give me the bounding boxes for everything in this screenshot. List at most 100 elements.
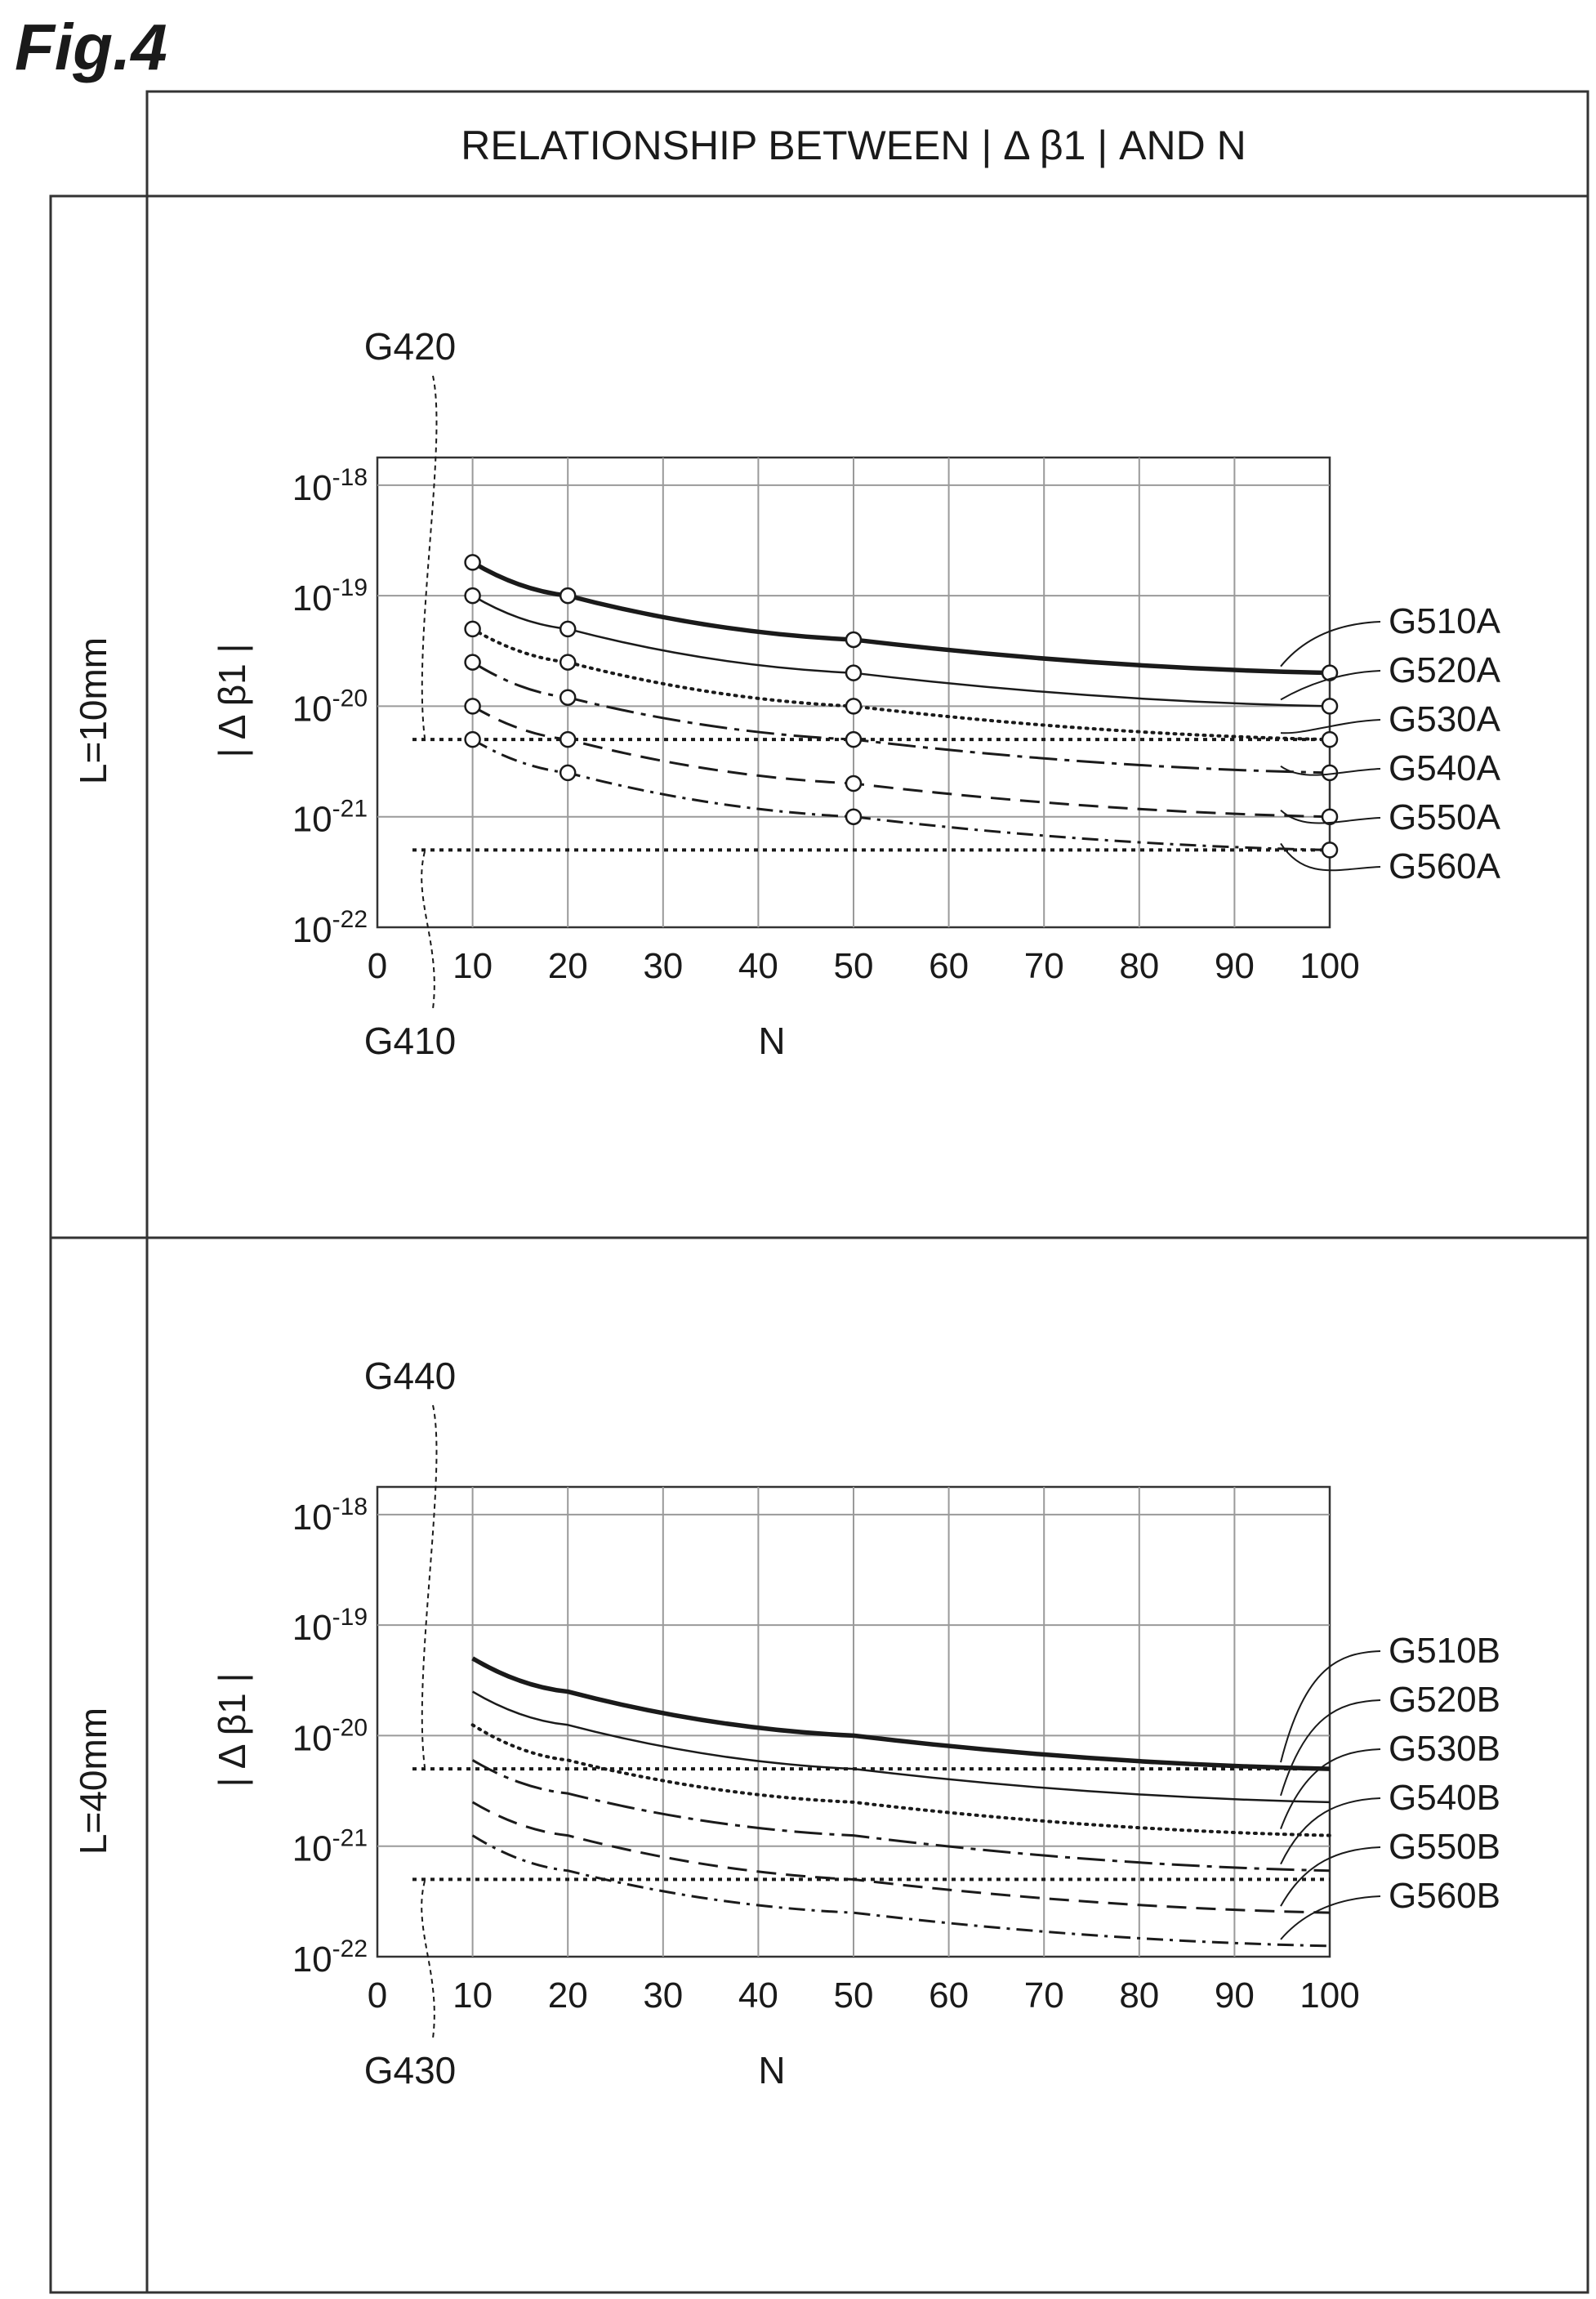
x-axis-title: N [758, 2049, 785, 2091]
data-point [845, 698, 863, 715]
series-line [471, 560, 1331, 676]
series-label: G560A [1389, 846, 1501, 886]
series-label-leader [1280, 809, 1381, 824]
x-axis-title: N [758, 1020, 785, 1062]
y-tick-label: 10-22 [292, 1935, 368, 1980]
x-tick-label: 10 [452, 1975, 493, 2016]
y-tick-label: 10-20 [292, 1714, 368, 1758]
y-tick-label: 10-20 [292, 685, 368, 729]
data-point [845, 808, 863, 825]
data-point [559, 730, 577, 748]
x-tick-label: 80 [1119, 1975, 1159, 2016]
threshold-leader [421, 375, 438, 739]
data-point [464, 587, 481, 605]
series-line [471, 661, 1331, 775]
series-line [470, 1723, 1331, 1837]
y-tick-label: 10-18 [292, 464, 368, 508]
series-label: G510B [1389, 1631, 1500, 1671]
x-tick-label: 100 [1300, 946, 1359, 986]
data-point [845, 631, 863, 649]
series-line [471, 1690, 1331, 1804]
y-axis-title: | Δ β1 | [211, 1673, 253, 1788]
y-tick-label: 10-21 [292, 1825, 368, 1869]
data-point [845, 664, 863, 681]
series-label-leader [1280, 842, 1381, 872]
series-label-leader [1280, 670, 1381, 701]
x-tick-label: 50 [834, 946, 874, 986]
x-tick-label: 10 [452, 946, 493, 986]
x-tick-label: 50 [834, 1975, 874, 2016]
chart-top: 0 10 20 30 40 50 60 70 80 90 100 10-18 10-19 10-20 10-… [211, 325, 1501, 1062]
x-tick-label: 60 [929, 946, 969, 986]
series-label: G550A [1389, 797, 1501, 837]
panel-label-bottom: L=40mm [72, 1708, 114, 1855]
data-point [1321, 808, 1339, 825]
series-label: G510A [1389, 601, 1501, 641]
series-label-leader [1280, 1797, 1381, 1865]
data-point [559, 587, 577, 605]
series-label: G530B [1389, 1729, 1500, 1769]
threshold-label: G420 [364, 325, 457, 368]
series-label-leader [1280, 1846, 1381, 1907]
series-label-leader [1280, 1650, 1381, 1763]
x-tick-label: 40 [738, 946, 778, 986]
data-point [845, 730, 863, 748]
data-point [464, 698, 481, 715]
x-tick-label: 20 [548, 946, 588, 986]
series-line [471, 1801, 1331, 1914]
series-label-leader [1280, 1895, 1381, 1940]
series-label: G540B [1389, 1778, 1500, 1818]
series-line [471, 705, 1331, 819]
x-tick-label: 90 [1215, 1975, 1255, 2016]
series-label-leader [1280, 719, 1381, 734]
data-point [845, 775, 863, 792]
threshold-label: G410 [364, 1020, 457, 1062]
y-tick-label: 10-19 [292, 1604, 368, 1648]
data-point [464, 654, 481, 671]
series-label: G540A [1389, 748, 1501, 788]
data-point [1321, 698, 1339, 715]
series-label-leader [1280, 1699, 1381, 1797]
x-tick-label: 30 [643, 1975, 683, 2016]
figure-frame [49, 90, 1589, 2294]
x-tick-label: 40 [738, 1975, 778, 2016]
y-tick-label: 10-22 [292, 906, 368, 950]
threshold-label: G440 [364, 1355, 457, 1397]
series-label: G560B [1389, 1876, 1500, 1916]
series-label: G520B [1389, 1680, 1500, 1720]
x-tick-label: 80 [1119, 946, 1159, 986]
series-label: G550B [1389, 1827, 1500, 1867]
data-point [559, 764, 577, 782]
x-tick-label: 0 [368, 1975, 387, 2016]
series-line [470, 627, 1331, 742]
data-point [464, 620, 481, 638]
series-label: G520A [1389, 650, 1501, 690]
series-line [471, 595, 1331, 708]
threshold-leader [421, 851, 435, 1010]
series-label-leader [1280, 621, 1381, 667]
series-label-leader [1280, 1748, 1381, 1829]
series-label: G530A [1389, 699, 1501, 739]
series-line [471, 1759, 1331, 1873]
data-point [1321, 841, 1339, 859]
x-tick-label: 30 [643, 946, 683, 986]
x-tick-label: 100 [1300, 1975, 1359, 2016]
panel-label-top: L=10mm [72, 637, 114, 784]
x-tick-label: 90 [1215, 946, 1255, 986]
figure-label: Fig.4 [15, 11, 167, 83]
y-tick-label: 10-19 [292, 574, 368, 618]
data-point [1321, 730, 1339, 748]
data-point [464, 730, 481, 748]
x-tick-label: 70 [1024, 946, 1064, 986]
figure-header: RELATIONSHIP BETWEEN | Δ β1 | AND N [461, 123, 1246, 168]
series-line [471, 1834, 1331, 1948]
y-axis-title: | Δ β1 | [211, 644, 253, 758]
x-tick-label: 20 [548, 1975, 588, 2016]
x-tick-label: 70 [1024, 1975, 1064, 2016]
x-tick-label: 60 [929, 1975, 969, 2016]
data-point [1321, 664, 1339, 681]
data-point [464, 554, 481, 571]
data-point [559, 620, 577, 638]
data-point [559, 689, 577, 706]
